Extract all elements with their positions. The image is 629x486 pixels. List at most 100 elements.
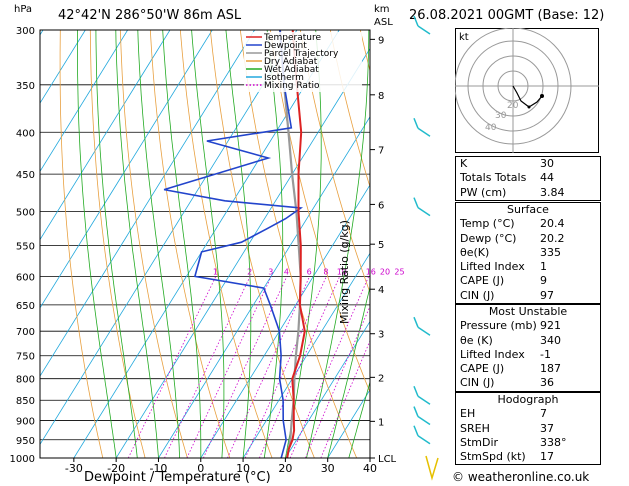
mixing-ratio-label: 6	[307, 267, 312, 276]
legend-bg	[244, 32, 362, 92]
hpa-unit-label: hPa	[14, 4, 33, 15]
hodograph: kt 20 30 40	[455, 28, 599, 153]
mixing-ratio-line	[186, 276, 272, 458]
km-tick-label: 1	[378, 417, 384, 428]
mu-row: θe (K) 340	[460, 333, 561, 347]
pressure-tick-label: 350	[16, 81, 35, 92]
hodo-trace	[512, 85, 543, 108]
surface-wind-barb	[425, 455, 439, 481]
pressure-tick-label: 600	[16, 272, 35, 283]
wet-adiabat-line	[263, 30, 284, 458]
hodo-ring-label: 40	[485, 123, 497, 133]
mixing-ratio-line	[227, 276, 310, 458]
legend-label: Wet Adiabat	[264, 65, 319, 75]
pressure-tick-label: 1000	[10, 454, 35, 465]
wet-adiabat-line	[306, 30, 370, 458]
most-unstable-table: Most Unstable Pressure (mb) 921 θe (K) 340…	[455, 304, 601, 392]
x-tick-label: 20	[278, 462, 292, 475]
dry-adiabat-line	[600, 30, 629, 458]
isotherm-line	[40, 30, 129, 173]
isotherm-line	[285, 320, 370, 458]
hodograph-indices-table: Hodograph EH 7 SREH 37 StmDir 338° StmSpd (…	[455, 392, 601, 466]
index-row-k: K 30	[460, 157, 554, 170]
mixing-ratio-label: 3	[268, 267, 273, 276]
wet-adiabat-line	[137, 30, 180, 458]
asl-unit-label: ASL	[374, 17, 393, 28]
x-tick-label: 10	[236, 462, 250, 475]
isotherm-line	[158, 116, 370, 458]
mu-row: CAPE (J) 187	[460, 362, 561, 376]
isotherm-line	[40, 30, 171, 241]
isotherm-line	[242, 252, 370, 458]
surface-row: Lifted Index 1	[460, 260, 547, 274]
surface-row: θe(K) 335	[460, 245, 561, 259]
x-tick-label: -20	[107, 462, 125, 475]
wet-adiabat-line	[77, 30, 117, 458]
legend-label: Dewpoint	[264, 41, 307, 51]
wet-adiabat-line	[115, 30, 159, 458]
km-tick-label: 7	[378, 146, 384, 157]
dry-adiabat-line	[179, 30, 273, 458]
pressure-tick-label: 900	[16, 417, 35, 428]
wet-adiabat-line	[191, 30, 225, 458]
mixing-ratio-line	[259, 276, 341, 458]
pressure-tick-label: 850	[16, 396, 35, 407]
mixing-ratio-label: 1	[213, 267, 218, 276]
pressure-tick-label: 700	[16, 327, 35, 338]
hodo-ring-label: 30	[495, 111, 507, 121]
most-unstable-title: Most Unstable	[488, 305, 568, 318]
km-tick-label: 4	[378, 285, 384, 296]
pressure-tick-label: 500	[16, 208, 35, 219]
legend-label: Dry Adiabat	[264, 57, 318, 67]
pressure-tick-label: 950	[16, 436, 35, 447]
mu-row: Pressure (mb) 921	[460, 319, 561, 333]
mixing-ratio-label: 16	[366, 267, 376, 276]
mu-row: CIN (J) 36	[460, 376, 554, 390]
isotherm-line	[0, 30, 1, 458]
isotherm-line	[200, 184, 370, 458]
wind-barb	[413, 15, 419, 27]
isotherm-line	[73, 30, 340, 458]
mixing-ratio-line	[164, 276, 251, 458]
mixing-ratio-label: 20	[380, 267, 390, 276]
hodo-ring-label: 20	[507, 101, 519, 111]
mixing-ratio-label: 8	[323, 267, 328, 276]
x-tick-label: -10	[149, 462, 167, 475]
wind-barb	[417, 127, 431, 137]
wind-barb	[417, 435, 431, 445]
wind-barbs	[413, 15, 439, 481]
x-axis-title: Dewpoint / Temperature (°C)	[84, 470, 271, 485]
wind-barb	[413, 117, 419, 129]
mixing-ratio-line	[203, 276, 288, 458]
indices-table: K 30 Totals Totals 44 PW (cm) 3.84	[455, 156, 601, 201]
surface-table: Surface Temp (°C) 20.4 Dewp (°C) 20.2 θe(K…	[455, 202, 601, 305]
mixing-ratio-line	[244, 276, 327, 458]
mixing-ratio-line	[127, 276, 217, 458]
hodo-point	[540, 94, 544, 98]
isotherm-line	[40, 30, 298, 446]
wind-barb	[417, 395, 431, 405]
hodo-point	[527, 105, 531, 109]
km-tick-label: 9	[378, 35, 384, 46]
hodograph-indices-title: Hodograph	[497, 393, 559, 406]
dry-adiabat-line	[149, 30, 231, 458]
wind-barb	[417, 206, 431, 217]
wind-barb	[413, 385, 419, 397]
index-row-totals: Totals Totals 44	[460, 171, 554, 185]
wind-barb	[413, 406, 419, 417]
legend-label: Mixing Ratio	[264, 81, 320, 91]
mixing-ratio-line	[320, 339, 370, 458]
isotherm-line	[115, 47, 370, 458]
km-tick-label: 6	[378, 200, 384, 211]
mixing-ratio-label: 2	[247, 267, 252, 276]
pressure-tick-label: 450	[16, 170, 35, 181]
surface-row: Temp (°C) 20.4	[460, 217, 565, 231]
datetime-title: 26.08.2021 00GMT (Base: 12)	[409, 8, 605, 23]
hodo-row: SREH 37	[460, 421, 554, 435]
pressure-tick-label: 300	[16, 26, 35, 37]
temperature-line	[286, 30, 306, 458]
mixing-ratio-label: 25	[394, 267, 404, 276]
wind-barb	[413, 197, 419, 208]
